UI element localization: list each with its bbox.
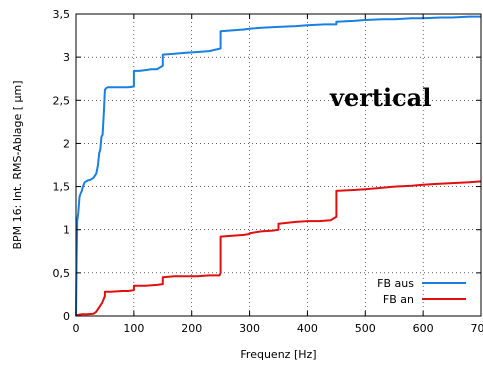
legend-label: FB aus bbox=[377, 277, 414, 290]
y-axis-label: BPM 16: Int. RMS-Ablage [ µm] bbox=[11, 80, 24, 249]
y-tick-label: 1,5 bbox=[53, 181, 71, 194]
x-tick-label: 600 bbox=[413, 322, 434, 335]
x-tick-label: 500 bbox=[355, 322, 376, 335]
series-line bbox=[75, 15, 481, 317]
series-layer bbox=[75, 15, 482, 317]
legend: FB aus FB an bbox=[377, 277, 466, 306]
y-tick-label: 3,5 bbox=[53, 8, 71, 21]
y-tick-label: 0 bbox=[63, 310, 70, 323]
x-axis-label: Frequenz [Hz] bbox=[240, 348, 316, 361]
axis-ticks: 0 100 200 300 400 500 600 700 0 0,5 1 1,5 2 2,5 3 3,5 bbox=[53, 8, 483, 335]
y-tick-label: 2,5 bbox=[53, 94, 71, 107]
chart-annotation: vertical bbox=[329, 83, 431, 112]
x-tick-label: 400 bbox=[297, 322, 318, 335]
legend-label: FB an bbox=[383, 293, 414, 306]
x-tick-label: 100 bbox=[123, 322, 144, 335]
x-tick-label: 300 bbox=[239, 322, 260, 335]
y-tick-label: 1 bbox=[63, 224, 70, 237]
plot-frame bbox=[75, 13, 482, 317]
x-tick-label: 700 bbox=[471, 322, 483, 335]
y-tick-label: 2 bbox=[63, 137, 70, 150]
x-tick-label: 200 bbox=[181, 322, 202, 335]
y-tick-label: 3 bbox=[63, 51, 70, 64]
x-tick-label: 0 bbox=[73, 322, 80, 335]
y-tick-label: 0,5 bbox=[53, 267, 71, 280]
series-line bbox=[75, 180, 482, 317]
